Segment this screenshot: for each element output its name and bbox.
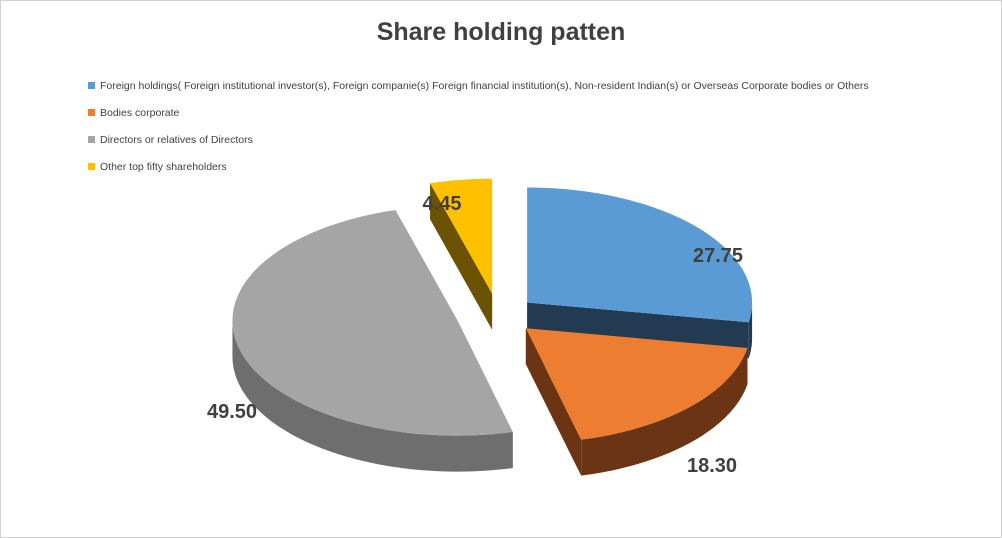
pie-slice-side-directors — [232, 320, 513, 472]
pie-slice-top-other-top-fifty — [430, 178, 493, 294]
legend-label-bodies-corporate: Bodies corporate — [100, 106, 180, 119]
legend-label-other-top-fifty: Other top fifty shareholders — [100, 160, 227, 173]
pie-slice-other-top-fifty — [430, 178, 493, 330]
data-label-directors: 49.50 — [207, 401, 257, 423]
pie-slice-directors — [232, 210, 513, 472]
pie-slice-wall-bodies-corporate — [525, 328, 582, 476]
legend-item-foreign-holdings: Foreign holdings( Foreign institutional … — [88, 72, 869, 99]
legend-label-directors: Directors or relatives of Directors — [100, 133, 253, 146]
data-label-bodies-corporate: 18.30 — [687, 455, 737, 477]
legend-swatch-directors — [88, 136, 95, 143]
legend-label-foreign-holdings: Foreign holdings( Foreign institutional … — [100, 79, 869, 92]
legend-swatch-bodies-corporate — [88, 109, 95, 116]
legend-item-other-top-fifty: Other top fifty shareholders — [88, 153, 869, 180]
chart-title: Share holding patten — [376, 18, 626, 46]
pie-slice-side-foreign-holdings — [748, 302, 753, 359]
legend-swatch-foreign-holdings — [88, 82, 95, 89]
pie-slice-top-foreign-holdings — [527, 187, 753, 323]
pie-slice-bodies-corporate — [525, 328, 748, 476]
legend-item-bodies-corporate: Bodies corporate — [88, 99, 869, 126]
legend-item-directors: Directors or relatives of Directors — [88, 126, 869, 153]
data-label-other-top-fifty: 4.45 — [423, 193, 462, 215]
legend: Foreign holdings( Foreign institutional … — [88, 72, 869, 180]
pie-slice-top-bodies-corporate — [525, 328, 748, 440]
pie-slice-top-directors — [232, 210, 513, 436]
data-label-foreign-holdings: 27.75 — [693, 245, 743, 267]
pie-slice-side-bodies-corporate — [581, 347, 748, 476]
legend-swatch-other-top-fifty — [88, 163, 95, 170]
pie-slice-wall-other-top-fifty — [430, 183, 493, 330]
